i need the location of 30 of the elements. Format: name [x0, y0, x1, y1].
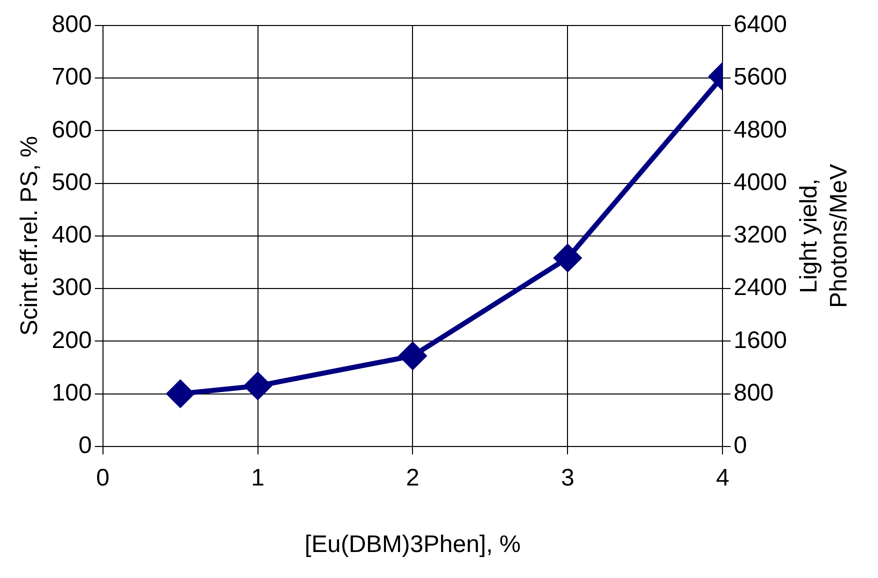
x-tick-label: 1 — [251, 464, 264, 492]
y2-axis-title: Light yield, Photons/MeV — [796, 164, 853, 308]
y2-tick-label: 2400 — [734, 274, 787, 302]
x-tick-label: 0 — [96, 464, 110, 492]
y2-tick-label: 6400 — [734, 11, 787, 38]
point — [554, 244, 582, 272]
x-axis-title: [Eu(DBM)3Phen], % — [304, 531, 521, 558]
y-tick-label: 600 — [52, 116, 92, 144]
x-tick-label: 2 — [406, 464, 420, 492]
x-tick-label: 4 — [716, 464, 730, 492]
y2-tick-label: 0 — [734, 432, 747, 460]
y-tick-label: 500 — [52, 168, 92, 196]
y2-tick-label: 4800 — [734, 116, 787, 144]
y2-tick-label: 3200 — [734, 222, 787, 249]
y-tick-label: 700 — [52, 64, 92, 91]
y2-tick-label: 1600 — [734, 326, 787, 354]
y-axis-title: Scint.eff.rel. PS, % — [16, 136, 44, 336]
point — [166, 380, 194, 408]
y2-tick-label: 5600 — [734, 64, 787, 91]
point — [244, 372, 272, 400]
y2-tick-label: 4000 — [734, 168, 787, 196]
y-tick-label: 0 — [78, 432, 92, 460]
y-tick-label: 400 — [52, 222, 92, 249]
y2-tick-label: 800 — [734, 379, 774, 406]
point — [399, 342, 426, 370]
x-tick-label: 3 — [560, 464, 574, 492]
y-tick-label: 800 — [52, 11, 92, 38]
y-tick-label: 200 — [52, 326, 92, 354]
y-tick-label: 300 — [52, 274, 92, 302]
y-tick-label: 100 — [52, 379, 92, 406]
